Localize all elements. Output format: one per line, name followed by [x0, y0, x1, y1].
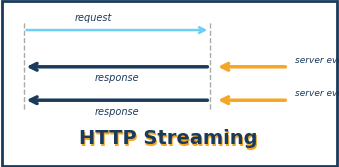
Text: request: request	[75, 13, 112, 23]
Text: server event: server event	[295, 89, 339, 98]
Text: HTTP Streaming: HTTP Streaming	[79, 129, 258, 148]
Text: HTTP Streaming: HTTP Streaming	[80, 131, 259, 150]
Text: response: response	[95, 73, 139, 84]
Text: response: response	[95, 107, 139, 117]
Text: server event: server event	[295, 56, 339, 65]
